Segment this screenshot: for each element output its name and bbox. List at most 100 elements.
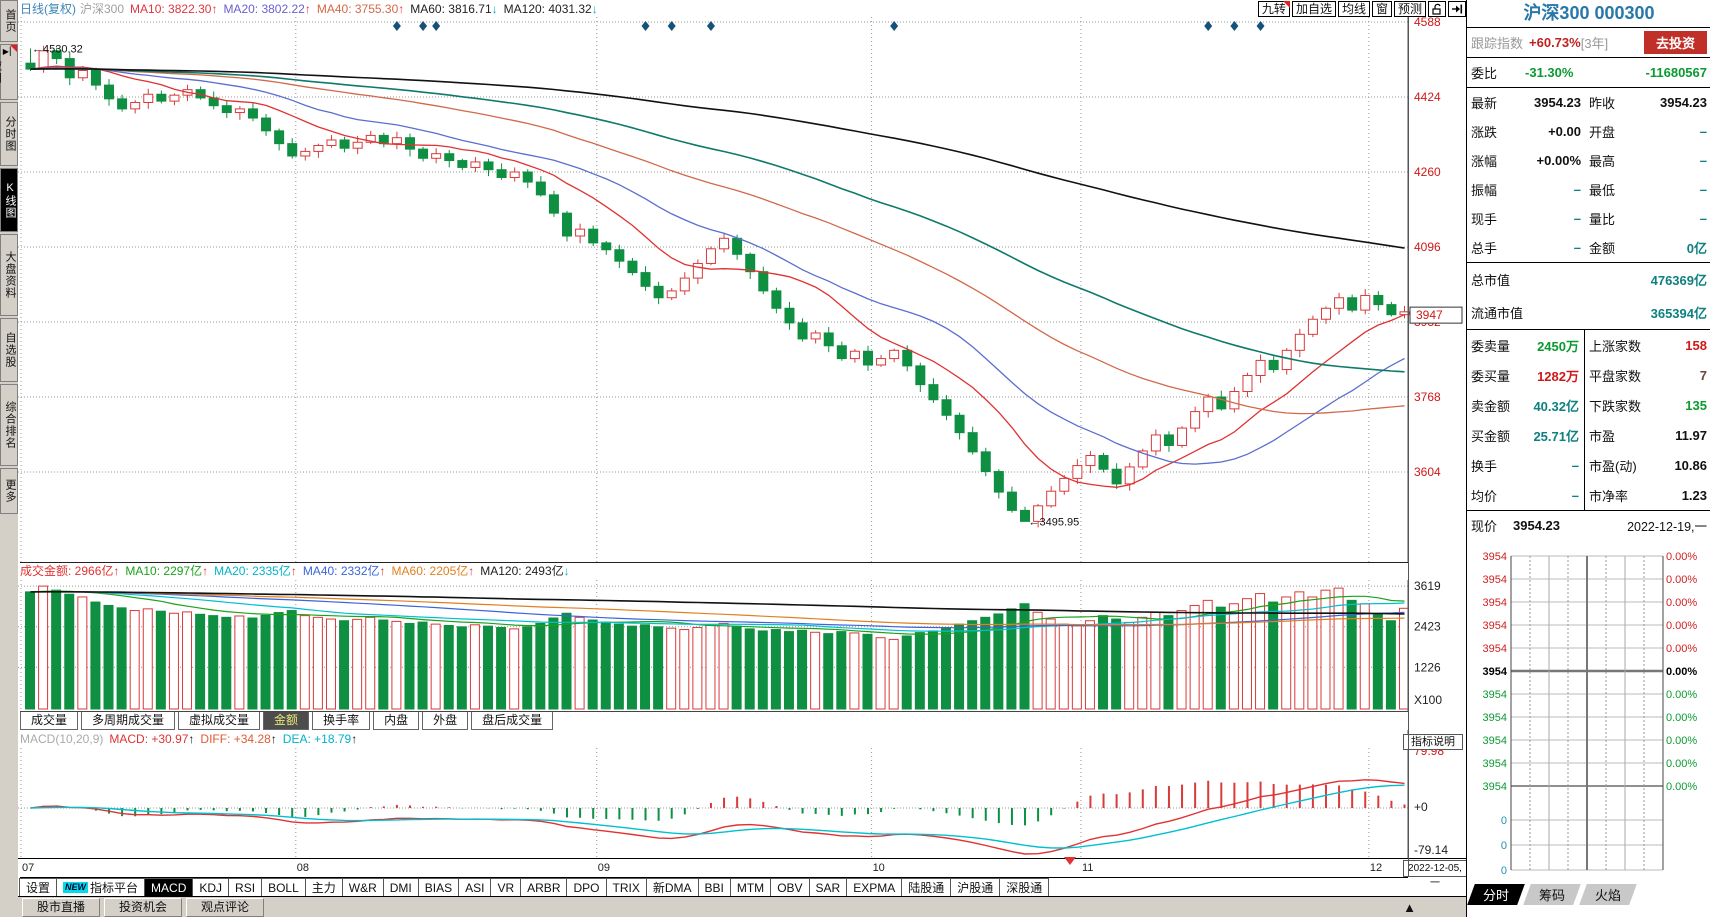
svg-text:0.00%: 0.00% [1666,758,1697,770]
indicator-tab-陆股通[interactable]: 陆股通 [901,878,952,897]
indicator-tab-RSI[interactable]: RSI [228,878,263,897]
svg-text:4424: 4424 [1414,90,1441,104]
volume-tab-外盘[interactable]: 外盘 [422,712,469,730]
svg-text:0.00%: 0.00% [1666,643,1697,655]
toolbar-button-加自选[interactable]: 加自选 [1291,0,1336,17]
toolbar-button-窗[interactable]: 窗 [1371,0,1392,17]
bottom-button-股市直播[interactable]: 股市直播 [22,898,101,917]
svg-text:3619: 3619 [1414,580,1441,593]
indicator-help-button[interactable]: 指标说明 [1403,734,1463,750]
period-label[interactable]: 日线(复权) [20,2,76,16]
svg-text:0.00%: 0.00% [1666,735,1697,747]
indicator-tab-新DMA[interactable]: 新DMA [645,878,699,897]
volume-chart[interactable]: 3619 2423 1226 X100 [18,580,1466,711]
indicator-tab-DMI[interactable]: DMI [382,878,419,897]
volume-tab-成交量[interactable]: 成交量 [20,712,79,730]
volume-tab-换手率[interactable]: 换手率 [312,712,371,730]
volume-tab-盘后成交量[interactable]: 盘后成交量 [471,712,554,730]
sidebar-item-6[interactable]: 自选股 [0,318,18,382]
svg-text:3604: 3604 [1414,465,1441,479]
detail-row: 委买量 1282万 平盘家数 7 [1471,367,1707,384]
sidebar-item-8[interactable]: 更多 [0,468,18,514]
indicator-tab-沪股通[interactable]: 沪股通 [950,878,1001,897]
toolbar-button-九转[interactable]: 九转 [1257,0,1290,17]
svg-text:+0: +0 [1414,800,1428,814]
svg-text:3768: 3768 [1414,390,1441,404]
indicator-tab-OBV[interactable]: OBV [770,878,810,897]
play-bar-icon: ▶▏ [2,47,17,56]
last-date-box: 2022-12-05,一 [1403,860,1467,889]
quote-grid: 最新 3954.23 昨收 3954.23 涨跌 +0.00 开盘 – 涨幅 +0.00% 最高 – 振… [1467,87,1710,262]
svg-text:0.00%: 0.00% [1666,666,1697,678]
indicator-tab-设置[interactable]: 设置 [19,878,58,897]
x-axis-month-label: 12 [1369,862,1383,874]
intraday-mini-chart[interactable]: 3954 0.00% 3954 0.00% 3954 0.00% 3954 0.00% 3954… [1467,548,1710,882]
toolbar-button-均线[interactable]: 均线 [1337,0,1370,17]
indicator-tab-ARBR[interactable]: ARBR [520,878,568,897]
bottom-button-投资机会[interactable]: 投资机会 [104,898,183,917]
invest-button[interactable]: 去投资 [1643,31,1707,54]
indicator-tab-ASI[interactable]: ASI [458,878,492,897]
x-axis-month-label: 07 [22,862,35,874]
volume-tab-虚拟成交量[interactable]: 虚拟成交量 [178,712,261,730]
indicator-tab-BIAS[interactable]: BIAS [417,878,460,897]
sidebar-item-5[interactable]: 大盘资料 [0,234,18,316]
mini-tab-筹码[interactable]: 筹码 [1523,884,1581,905]
symbol-label: 沪深300 [80,2,125,16]
indicator-tab-VR[interactable]: VR [490,878,522,897]
detail-row: 卖金额 40.32亿 下跌家数 135 [1471,397,1707,414]
x-axis-month-label: 08 [296,862,310,874]
sidebar-item-1[interactable]: 首页 [0,0,18,42]
sidebar-item-3[interactable]: 分时图 [0,102,18,166]
unlock-icon[interactable] [1428,0,1446,17]
volume-tab-金额[interactable]: 金额 [263,712,310,730]
macd-chart[interactable]: 79.98+0-79.14 [18,730,1466,858]
svg-text:4260: 4260 [1414,165,1441,179]
sidebar-item-7[interactable]: 综合排名 [0,384,18,466]
legend-item: MA120: 4031.32↓ [503,1,598,16]
legend-item: MA40: 3755.30↑ [316,1,405,16]
x-axis-month-label: 10 [872,862,885,874]
quote-row: 总手 – 金额 0亿 [1471,240,1707,256]
svg-text:3954: 3954 [1483,620,1507,632]
toolbar-button-预测[interactable]: 预测 [1393,0,1426,17]
tracking-row: 跟踪指数 +60.73% [3年] 去投资 [1467,27,1710,57]
tracking-period: [3年] [1580,36,1609,51]
svg-text:0.00%: 0.00% [1666,551,1697,563]
indicator-tab-EXPMA[interactable]: EXPMA [846,878,903,897]
weibi-row: 委比 -31.30% -11680567 [1467,57,1710,87]
indicator-tab-W&R[interactable]: W&R [341,878,384,897]
indicator-tab-深股通[interactable]: 深股通 [999,878,1050,897]
legend-item: MACD: +30.97↑ [109,732,195,746]
bottom-button-观点评论[interactable]: 观点评论 [186,898,265,917]
svg-text:3954: 3954 [1483,551,1507,563]
detail-row: 均价 – 市净率 1.23 [1471,487,1707,504]
indicator-tab-TRIX[interactable]: TRIX [605,878,647,897]
legend-item: MA10: 3822.30↑ [130,1,218,16]
indicator-tab-MTM[interactable]: MTM [729,878,772,897]
detail-row: 买金额 25.71亿 市盈 11.97 [1471,427,1707,444]
sidebar-item-2[interactable]: ▶▏应用 [0,44,18,100]
sidebar-item-4[interactable]: K线图 [0,168,18,232]
svg-text:2423: 2423 [1414,620,1441,634]
volume-tab-内盘[interactable]: 内盘 [373,712,420,730]
volume-tab-多周期成交量[interactable]: 多周期成交量 [81,712,176,730]
mini-tab-火焰[interactable]: 火焰 [1579,884,1637,905]
indicator-tab-SAR[interactable]: SAR [808,878,848,897]
mini-tab-分时[interactable]: 分时 [1467,884,1525,905]
indicator-tab-指标平台[interactable]: NEW 指标平台 [56,878,146,897]
indicator-tab-DPO[interactable]: DPO [566,878,607,897]
detail-row: 委卖量 2450万 上涨家数 158 [1471,337,1707,354]
x-axis: 2022-12-05,一 07 08 09 10 11 12 [18,857,1467,889]
go-to-latest-icon[interactable] [1448,0,1466,17]
indicator-tab-主力[interactable]: 主力 [304,878,343,897]
indicator-tab-MACD[interactable]: MACD [144,878,194,897]
svg-text:3954: 3954 [1483,735,1507,747]
indicator-tab-BBI[interactable]: BBI [697,878,731,897]
indicator-tab-KDJ[interactable]: KDJ [192,878,230,897]
legend-item: MA60: 3816.71↓ [410,1,498,16]
indicator-tab-BOLL[interactable]: BOLL [261,878,306,897]
kline-chart[interactable]: ←4530.32←3495.95458844244260409639323768… [18,17,1466,563]
svg-text:3954: 3954 [1483,781,1507,793]
scroll-up-icon[interactable]: ▲ [1403,900,1416,915]
